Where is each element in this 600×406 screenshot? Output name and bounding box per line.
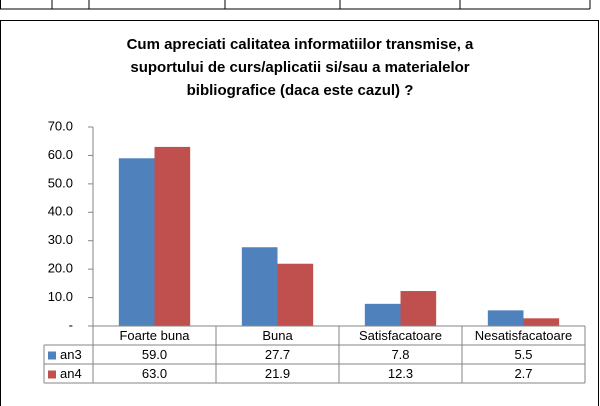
top-table-fragment xyxy=(0,0,591,10)
bar xyxy=(364,303,401,326)
x-tick-label: Foarte buna xyxy=(119,328,190,343)
chart-border xyxy=(0,20,599,406)
data-label: 5.5 xyxy=(514,347,532,362)
legend-key xyxy=(48,370,56,379)
bar xyxy=(241,247,278,326)
bar xyxy=(154,146,191,326)
legend-label: an4 xyxy=(60,366,82,381)
bar xyxy=(400,291,437,326)
data-label: 7.8 xyxy=(391,347,409,362)
y-tick-label: 50.0 xyxy=(48,175,73,190)
chart-title: bibliografice (daca este cazul) ? xyxy=(187,82,414,99)
data-label: 21.9 xyxy=(265,366,290,381)
legend-label: an3 xyxy=(60,347,82,362)
bar xyxy=(118,158,155,326)
bar xyxy=(277,263,314,326)
y-tick-label: 70.0 xyxy=(48,118,73,133)
y-tick-label: 20.0 xyxy=(48,261,73,276)
bar xyxy=(487,310,524,326)
bar xyxy=(523,318,560,326)
y-tick-label: 30.0 xyxy=(48,232,73,247)
x-tick-label: Nesatisfacatoare xyxy=(475,328,573,343)
x-tick-label: Buna xyxy=(262,328,293,343)
data-label: 27.7 xyxy=(265,347,290,362)
chart-title: suportului de curs/aplicatii si/sau a ma… xyxy=(130,59,469,76)
y-tick-label: - xyxy=(69,317,73,332)
legend-key xyxy=(48,351,56,360)
x-tick-label: Satisfacatoare xyxy=(359,328,442,343)
y-tick-label: 60.0 xyxy=(48,147,73,162)
y-tick-label: 40.0 xyxy=(48,204,73,219)
data-label: 59.0 xyxy=(142,347,167,362)
data-label: 12.3 xyxy=(388,366,413,381)
data-label: 63.0 xyxy=(142,366,167,381)
y-tick-label: 10.0 xyxy=(48,289,73,304)
chart-title: Cum apreciati calitatea informatiilor tr… xyxy=(127,36,474,53)
data-label: 2.7 xyxy=(514,366,532,381)
